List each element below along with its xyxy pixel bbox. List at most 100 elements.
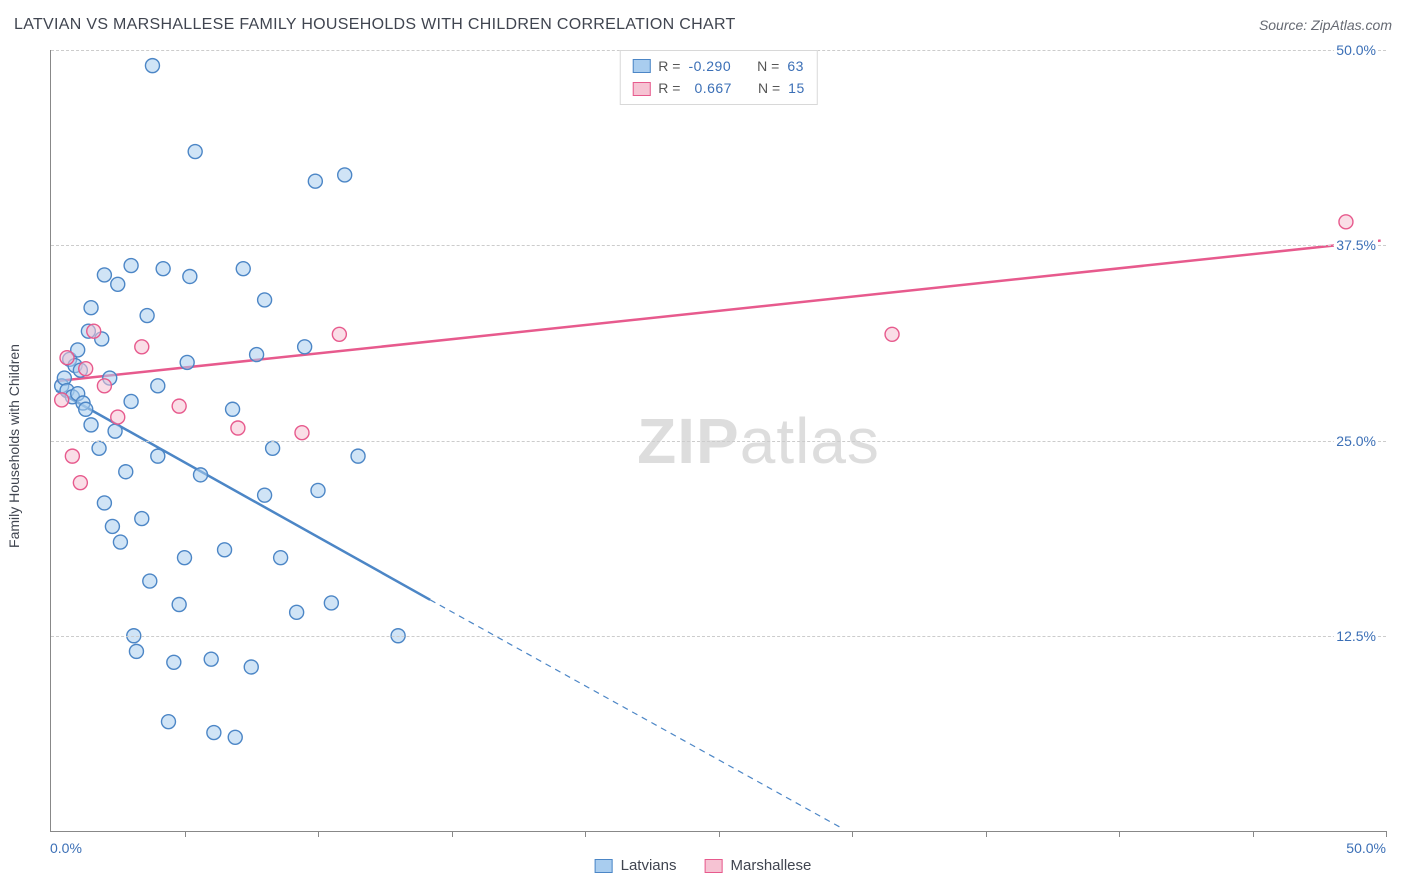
data-point bbox=[1339, 215, 1353, 229]
swatch-icon bbox=[632, 59, 650, 73]
legend-label-latvians: Latvians bbox=[621, 857, 677, 874]
data-point bbox=[250, 348, 264, 362]
data-point bbox=[124, 394, 138, 408]
data-point bbox=[204, 652, 218, 666]
legend-stats: R = -0.290 N = 63 R = 0.667 N = 15 bbox=[619, 50, 818, 105]
data-point bbox=[180, 355, 194, 369]
data-point bbox=[73, 476, 87, 490]
data-point bbox=[311, 483, 325, 497]
data-point bbox=[244, 660, 258, 674]
data-point bbox=[84, 301, 98, 315]
data-point bbox=[218, 543, 232, 557]
x-tick bbox=[318, 831, 319, 837]
x-axis-start-label: 0.0% bbox=[50, 840, 82, 856]
n-label: N = bbox=[757, 55, 779, 77]
data-point bbox=[194, 468, 208, 482]
data-point bbox=[105, 519, 119, 533]
x-tick bbox=[185, 831, 186, 837]
data-point bbox=[111, 277, 125, 291]
legend-item-latvians: Latvians bbox=[595, 857, 677, 874]
r-label: R = bbox=[658, 77, 680, 99]
x-tick bbox=[986, 831, 987, 837]
swatch-icon bbox=[632, 82, 650, 96]
data-point bbox=[135, 340, 149, 354]
data-point bbox=[295, 426, 309, 440]
chart-header: LATVIAN VS MARSHALLESE FAMILY HOUSEHOLDS… bbox=[14, 10, 1392, 40]
data-point bbox=[55, 393, 69, 407]
n-value-marshallese: 15 bbox=[788, 77, 805, 99]
data-point bbox=[298, 340, 312, 354]
data-point bbox=[172, 598, 186, 612]
data-point bbox=[119, 465, 133, 479]
x-tick bbox=[585, 831, 586, 837]
gridline bbox=[51, 245, 1386, 246]
data-point bbox=[167, 655, 181, 669]
data-point bbox=[324, 596, 338, 610]
data-point bbox=[151, 449, 165, 463]
data-point bbox=[97, 496, 111, 510]
data-point bbox=[308, 174, 322, 188]
x-tick bbox=[1253, 831, 1254, 837]
swatch-icon bbox=[595, 859, 613, 873]
data-point bbox=[140, 309, 154, 323]
x-axis-end-label: 50.0% bbox=[1346, 840, 1386, 856]
data-point bbox=[885, 327, 899, 341]
data-point bbox=[226, 402, 240, 416]
r-value-marshallese: 0.667 bbox=[688, 77, 732, 99]
data-point bbox=[351, 449, 365, 463]
data-point bbox=[161, 715, 175, 729]
data-point bbox=[97, 379, 111, 393]
data-point bbox=[57, 371, 71, 385]
data-point bbox=[332, 327, 346, 341]
data-point bbox=[145, 59, 159, 73]
data-point bbox=[188, 145, 202, 159]
y-tick-label: 25.0% bbox=[1334, 433, 1378, 449]
data-point bbox=[178, 551, 192, 565]
plot-area: R = -0.290 N = 63 R = 0.667 N = 15 ZIPat… bbox=[50, 50, 1386, 832]
legend-stats-row-latvians: R = -0.290 N = 63 bbox=[632, 55, 805, 77]
data-point bbox=[135, 512, 149, 526]
chart-title: LATVIAN VS MARSHALLESE FAMILY HOUSEHOLDS… bbox=[14, 16, 736, 34]
x-tick bbox=[852, 831, 853, 837]
data-point bbox=[274, 551, 288, 565]
x-tick bbox=[1119, 831, 1120, 837]
data-point bbox=[129, 644, 143, 658]
legend-series: Latvians Marshallese bbox=[595, 857, 812, 874]
legend-item-marshallese: Marshallese bbox=[705, 857, 812, 874]
data-point bbox=[84, 418, 98, 432]
y-tick-label: 12.5% bbox=[1334, 628, 1378, 644]
y-axis-label: Family Households with Children bbox=[6, 344, 22, 548]
x-tick bbox=[1386, 831, 1387, 837]
data-point bbox=[338, 168, 352, 182]
data-point bbox=[79, 362, 93, 376]
data-point bbox=[79, 402, 93, 416]
data-point bbox=[143, 574, 157, 588]
data-point bbox=[156, 262, 170, 276]
x-tick bbox=[719, 831, 720, 837]
data-point bbox=[258, 488, 272, 502]
data-point bbox=[92, 441, 106, 455]
data-point bbox=[228, 730, 242, 744]
data-point bbox=[111, 410, 125, 424]
swatch-icon bbox=[705, 859, 723, 873]
data-point bbox=[207, 726, 221, 740]
r-value-latvians: -0.290 bbox=[688, 55, 731, 77]
regression-line-extrapolated bbox=[430, 600, 841, 828]
r-label: R = bbox=[658, 55, 680, 77]
data-point bbox=[60, 351, 74, 365]
y-tick-label: 37.5% bbox=[1334, 237, 1378, 253]
data-point bbox=[87, 324, 101, 338]
gridline bbox=[51, 441, 1386, 442]
legend-stats-row-marshallese: R = 0.667 N = 15 bbox=[632, 77, 805, 99]
data-point bbox=[151, 379, 165, 393]
x-tick bbox=[452, 831, 453, 837]
chart-source: Source: ZipAtlas.com bbox=[1259, 17, 1392, 33]
data-point bbox=[236, 262, 250, 276]
gridline bbox=[51, 636, 1386, 637]
data-point bbox=[258, 293, 272, 307]
y-tick-label: 50.0% bbox=[1334, 42, 1378, 58]
data-point bbox=[290, 605, 304, 619]
legend-label-marshallese: Marshallese bbox=[731, 857, 812, 874]
data-point bbox=[97, 268, 111, 282]
data-point bbox=[113, 535, 127, 549]
